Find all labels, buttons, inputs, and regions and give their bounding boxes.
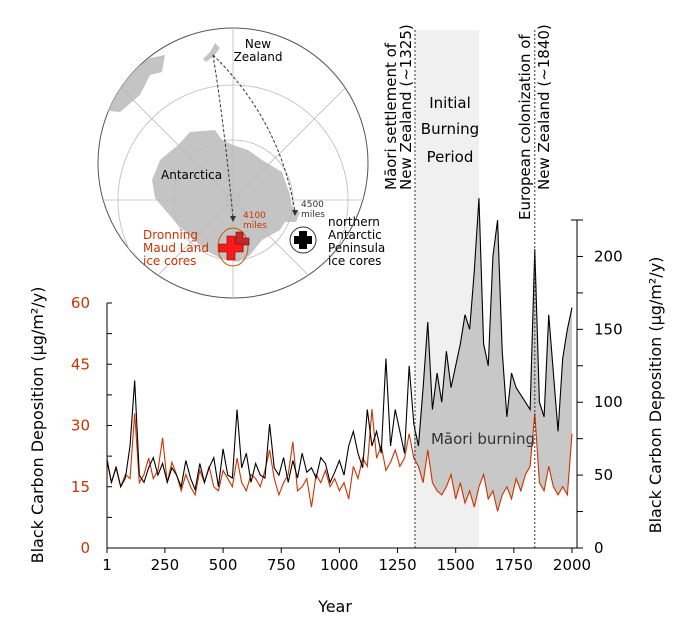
right-tick-label: 50 xyxy=(594,466,613,484)
new-zealand-landmass xyxy=(203,43,220,62)
right-tick-label: 0 xyxy=(594,539,604,557)
map-nap-label-1: northern xyxy=(328,215,380,229)
x-tick-label: 2000 xyxy=(553,556,591,574)
dml-site-ring xyxy=(217,227,249,267)
left-tick-label: 60 xyxy=(71,294,90,312)
european-colonization-label-1: European colonization of xyxy=(516,34,534,220)
initial-burning-label-1: Initial xyxy=(429,94,471,112)
series-line-right-axis xyxy=(106,198,573,492)
map-dml-label-2: Maud Land xyxy=(143,241,209,255)
x-axis-label: Year xyxy=(317,597,352,616)
series-line-left-axis xyxy=(106,409,573,512)
series-lines xyxy=(106,198,573,512)
left-tick-label: 45 xyxy=(71,355,90,373)
maori-burning-fill xyxy=(413,198,572,512)
maori-settlement-label-2: New Zealand (~1325) xyxy=(397,24,415,190)
left-axis-label: Black Carbon Deposition (µg/m²/y) xyxy=(28,287,47,564)
right-tick-label: 200 xyxy=(594,247,623,265)
x-tick-label: 1500 xyxy=(437,556,475,574)
right-tick-label: 150 xyxy=(594,320,623,338)
initial-burning-label-2: Burning xyxy=(421,120,479,138)
antarctica-landmass xyxy=(152,130,300,262)
map-dml-label-3: ice cores xyxy=(143,254,196,268)
map-inset: New Zealand Antarctica 4100 miles 4500 m… xyxy=(97,27,385,299)
arrow-head-dml xyxy=(230,216,236,222)
x-tick-label: 1000 xyxy=(320,556,358,574)
left-tick-label: 0 xyxy=(80,539,90,557)
route-to-dml xyxy=(212,54,234,219)
map-dist-nap-2: miles xyxy=(301,210,325,220)
map-dist-nap-1: 4500 xyxy=(301,200,324,210)
map-antarctica-label: Antarctica xyxy=(161,168,222,182)
map-nap-label-3: Peninsula xyxy=(328,241,385,255)
map-nap-label-4: ice cores xyxy=(328,254,381,268)
map-dist-dml-1: 4100 xyxy=(243,211,266,221)
arrow-head-nap xyxy=(292,210,298,216)
maori-settlement-label-1: Māori settlement of xyxy=(382,42,400,190)
left-tick-label: 30 xyxy=(71,417,90,435)
map-new-zealand-label-2: Zealand xyxy=(234,50,283,64)
x-tick-label: 1750 xyxy=(495,556,533,574)
right-axis-label: Black Carbon Deposition (µg/m²/y) xyxy=(646,257,665,534)
map-nap-label-2: Antarctic xyxy=(328,228,382,242)
dml-cross-icon xyxy=(218,235,244,261)
map-new-zealand-label-1: New xyxy=(245,37,271,51)
right-tick-label: 100 xyxy=(594,393,623,411)
initial-burning-label-3: Period xyxy=(427,148,474,166)
x-tick-label: 1 xyxy=(102,556,112,574)
left-tick-label: 15 xyxy=(71,478,90,496)
maori-burning-label: Māori burning xyxy=(431,430,535,448)
axes: 1 250 500 750 1000 1250 1500 1750 20000153045600… xyxy=(71,219,623,574)
x-tick-label: 250 xyxy=(151,556,180,574)
x-tick-label: 1250 xyxy=(378,556,416,574)
route-to-nap xyxy=(212,54,296,213)
map-dist-dml-2: miles xyxy=(243,221,267,231)
maori-burning-fill-group xyxy=(413,198,572,512)
european-colonization-label-2: New Zealand (~1840) xyxy=(535,24,553,190)
map-dml-label-1: Dronning xyxy=(143,228,198,242)
nap-cross-icon xyxy=(294,231,312,249)
x-tick-label: 500 xyxy=(209,556,238,574)
x-tick-label: 750 xyxy=(267,556,296,574)
